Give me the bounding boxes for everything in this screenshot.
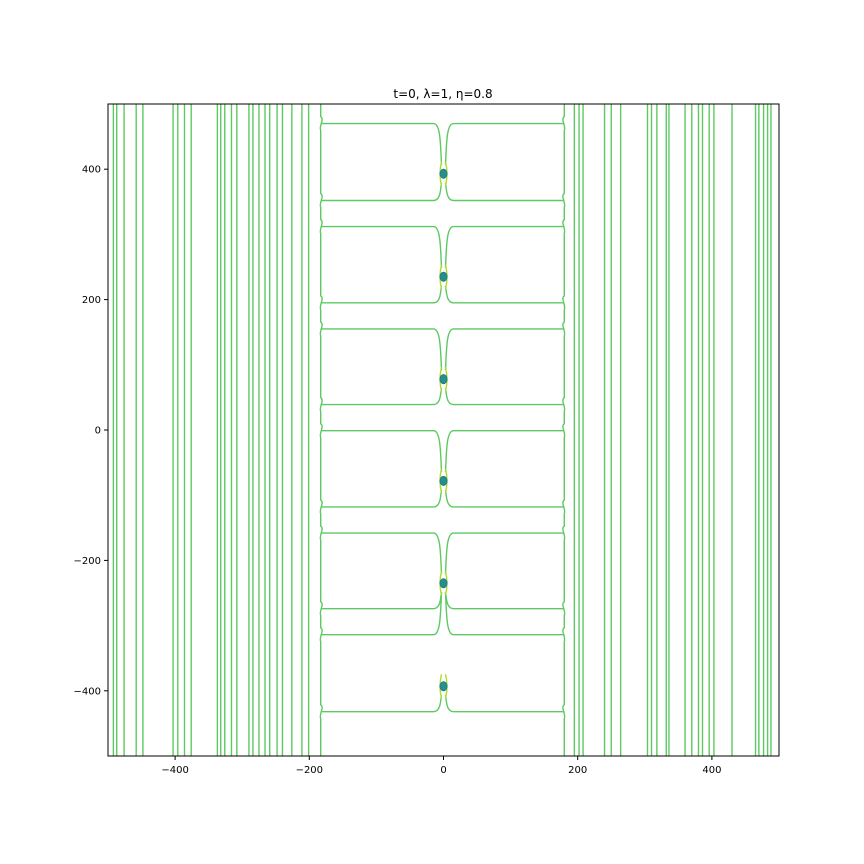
y-axis: −400 −200 0 200 400: [74, 165, 108, 697]
contour-core: [439, 366, 448, 392]
chart-title: t=0, λ=1, η=0.8: [393, 87, 492, 101]
y-tick-label: 0: [95, 426, 101, 437]
x-tick-label: 0: [440, 765, 446, 776]
contour-core: [439, 468, 448, 494]
contour-neck-line: [320, 429, 565, 472]
contour-core: [439, 571, 448, 596]
plot-area: [112, 104, 772, 756]
contour-neck-line: [320, 592, 565, 636]
contour-neck-line: [320, 122, 565, 165]
x-tick-label: −200: [296, 765, 323, 776]
y-tick-label: 400: [82, 165, 101, 176]
contour-cell-boundary-left: [319, 104, 323, 756]
x-axis: −400 −200 0 200 400: [161, 756, 721, 776]
contour-cell-boundary-right: [562, 104, 566, 756]
y-tick-label: 200: [82, 295, 101, 306]
x-tick-label: −400: [161, 765, 188, 776]
y-tick-label: −200: [74, 556, 101, 567]
contour-neck-line: [320, 225, 565, 268]
contour-core: [439, 161, 448, 186]
y-tick-label: −400: [74, 686, 101, 697]
contour-neck-line: [320, 532, 565, 575]
contour-neck-line: [320, 328, 565, 371]
x-tick-label: 200: [568, 765, 587, 776]
x-tick-label: 400: [702, 765, 721, 776]
contour-core: [439, 674, 448, 699]
contour-core: [439, 264, 448, 289]
